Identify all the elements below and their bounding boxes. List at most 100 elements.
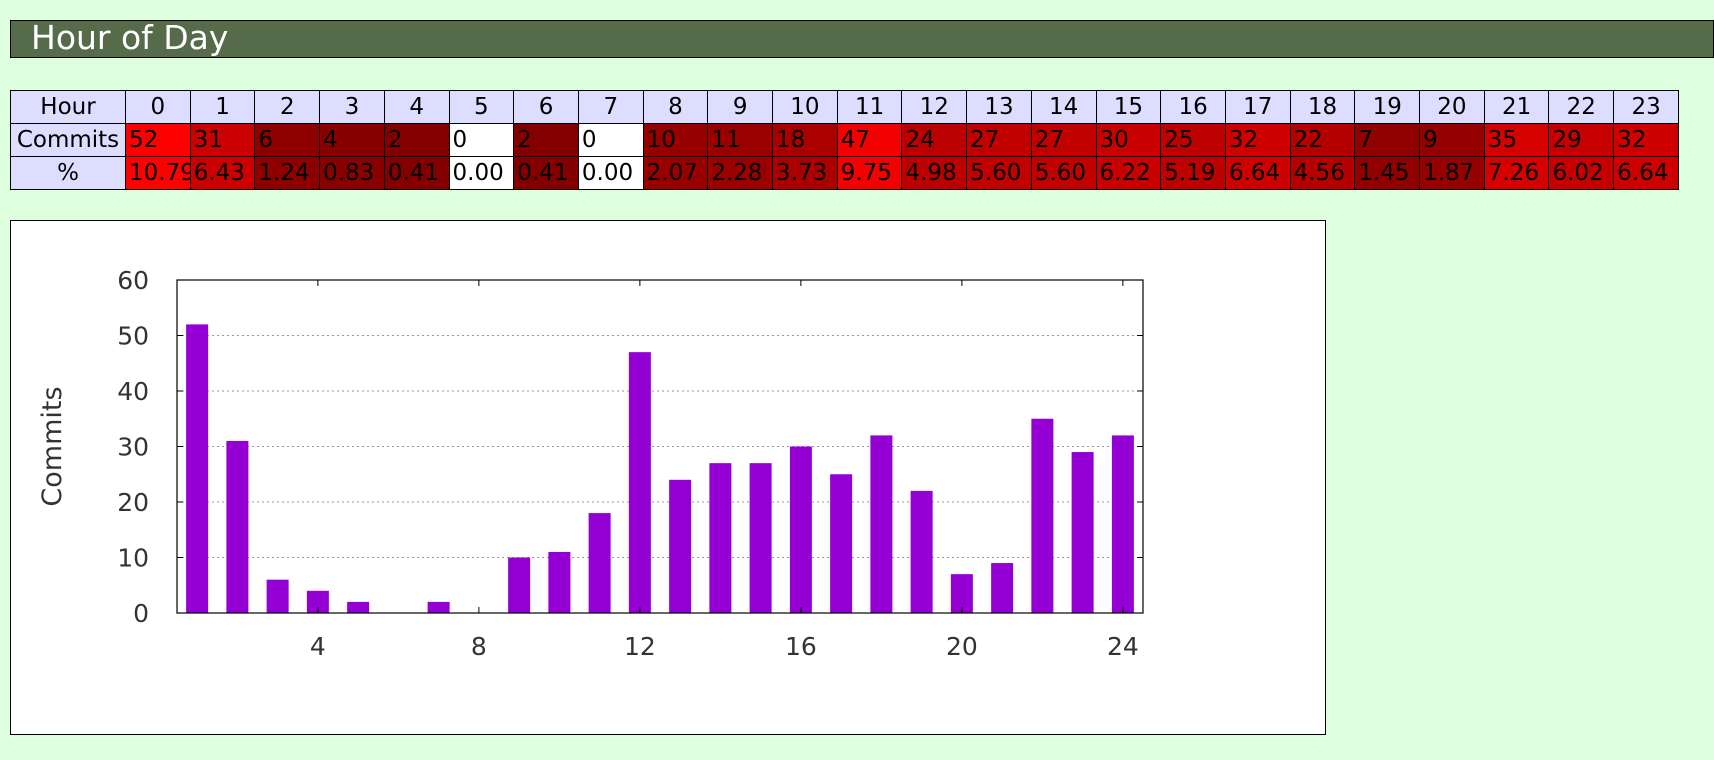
hour-header-cell: 22 xyxy=(1548,90,1615,124)
bar xyxy=(226,440,249,613)
bar xyxy=(588,513,611,613)
hour-header-cell: 2 xyxy=(254,90,321,124)
percent-row-label: % xyxy=(10,156,126,190)
bar xyxy=(548,551,571,613)
percent-cell: 6.22 xyxy=(1095,156,1162,190)
bar xyxy=(910,490,933,613)
percent-cell: 2.28 xyxy=(707,156,774,190)
hour-header-cell: 18 xyxy=(1289,90,1356,124)
bar xyxy=(669,479,692,613)
percent-cell: 1.24 xyxy=(254,156,321,190)
x-tick-label: 12 xyxy=(624,632,656,661)
y-axis-label: Commits xyxy=(37,386,68,506)
commits-cell: 24 xyxy=(901,123,968,157)
percent-cell: 5.19 xyxy=(1160,156,1226,190)
y-tick-label: 60 xyxy=(117,266,149,295)
bar xyxy=(1111,435,1134,613)
commits-cell: 18 xyxy=(772,123,838,157)
percent-cell: 7.26 xyxy=(1483,156,1550,190)
commits-row: Commits 52 31 6 4 2 0 2 0 10 11 18 47 24 27 27 30 25 32 22… xyxy=(10,123,1679,157)
percent-cell: 10.79 xyxy=(125,156,191,190)
commits-cell: 11 xyxy=(707,123,774,157)
bar xyxy=(1071,452,1094,613)
hour-header-cell: 17 xyxy=(1224,90,1291,124)
bar xyxy=(749,463,772,613)
commits-cell: 10 xyxy=(642,123,709,157)
commits-cell: 35 xyxy=(1483,123,1550,157)
x-tick-label: 20 xyxy=(946,632,978,661)
commits-cell: 29 xyxy=(1548,123,1615,157)
section-title: Hour of Day xyxy=(10,20,1714,58)
y-tick-label: 50 xyxy=(117,322,149,351)
hour-row-label: Hour xyxy=(10,90,126,124)
chart-svg: 0 10 20 30 40 50 60 4 8 12 16 20 24 Commits xyxy=(37,266,1144,661)
commits-cell: 2 xyxy=(383,123,450,157)
bar xyxy=(186,324,209,613)
bar xyxy=(266,579,289,613)
x-tick-label: 4 xyxy=(310,632,326,661)
hour-header-cell: 8 xyxy=(642,90,709,124)
hour-header-cell: 9 xyxy=(707,90,774,124)
bar xyxy=(789,446,812,613)
bar xyxy=(709,463,732,613)
hour-header-cell: 7 xyxy=(577,90,644,124)
commits-cell: 9 xyxy=(1419,123,1485,157)
percent-cell: 6.64 xyxy=(1224,156,1291,190)
percent-cell: 6.64 xyxy=(1613,156,1679,190)
bar xyxy=(427,601,450,613)
commits-cell: 2 xyxy=(513,123,579,157)
commits-cell: 32 xyxy=(1613,123,1679,157)
percent-cell: 5.60 xyxy=(966,156,1032,190)
commits-cell: 32 xyxy=(1224,123,1291,157)
percent-cell: 1.87 xyxy=(1419,156,1485,190)
hour-row: Hour 0 1 2 3 4 5 6 7 8 9 10 11 12 13 14 15 16 17 18 19 20 21 2… xyxy=(10,90,1679,124)
percent-cell: 0.41 xyxy=(383,156,450,190)
percent-cell: 0.00 xyxy=(448,156,515,190)
percent-cell: 0.83 xyxy=(319,156,385,190)
commits-cell: 6 xyxy=(254,123,321,157)
bar xyxy=(991,563,1014,613)
hour-header-cell: 13 xyxy=(966,90,1032,124)
bar xyxy=(508,557,531,613)
commits-cell: 30 xyxy=(1095,123,1162,157)
bar xyxy=(347,601,370,613)
percent-cell: 2.07 xyxy=(642,156,709,190)
hour-header-cell: 19 xyxy=(1354,90,1421,124)
percent-cell: 6.02 xyxy=(1548,156,1615,190)
y-tick-label: 20 xyxy=(117,488,149,517)
percent-cell: 1.45 xyxy=(1354,156,1421,190)
percent-cell: 0.41 xyxy=(513,156,579,190)
percent-cell: 4.56 xyxy=(1289,156,1356,190)
hour-header-cell: 12 xyxy=(901,90,968,124)
commits-cell: 0 xyxy=(577,123,644,157)
hour-header-cell: 20 xyxy=(1419,90,1485,124)
commits-by-hour-chart: 0 10 20 30 40 50 60 4 8 12 16 20 24 Commits xyxy=(10,220,1326,735)
commits-cell: 27 xyxy=(966,123,1032,157)
percent-row: % 10.79 6.43 1.24 0.83 0.41 0.00 0.41 0.00 2.07 2… xyxy=(10,156,1679,190)
percent-cell: 3.73 xyxy=(772,156,838,190)
commits-cell: 0 xyxy=(448,123,515,157)
y-tick-label: 0 xyxy=(133,599,149,628)
x-tick-label: 8 xyxy=(471,632,487,661)
commits-cell: 7 xyxy=(1354,123,1421,157)
y-tick-label: 10 xyxy=(117,544,149,573)
hour-of-day-table: Hour 0 1 2 3 4 5 6 7 8 9 10 11 12 13 14 15 16 17 18 19 20 21 2… xyxy=(10,90,1679,190)
hour-header-cell: 0 xyxy=(125,90,191,124)
bar xyxy=(830,474,853,613)
x-tick-label: 24 xyxy=(1107,632,1139,661)
percent-cell: 0.00 xyxy=(577,156,644,190)
bar xyxy=(306,590,329,613)
hour-header-cell: 10 xyxy=(772,90,838,124)
commits-cell: 4 xyxy=(319,123,385,157)
hour-header-cell: 21 xyxy=(1483,90,1550,124)
commits-cell: 22 xyxy=(1289,123,1356,157)
percent-cell: 4.98 xyxy=(901,156,968,190)
bar xyxy=(950,574,973,613)
x-tick-label: 16 xyxy=(785,632,817,661)
commits-cell: 27 xyxy=(1030,123,1097,157)
hour-header-cell: 15 xyxy=(1095,90,1162,124)
commits-cell: 52 xyxy=(125,123,191,157)
hour-header-cell: 6 xyxy=(513,90,579,124)
hour-header-cell: 23 xyxy=(1613,90,1679,124)
commits-cell: 25 xyxy=(1160,123,1226,157)
